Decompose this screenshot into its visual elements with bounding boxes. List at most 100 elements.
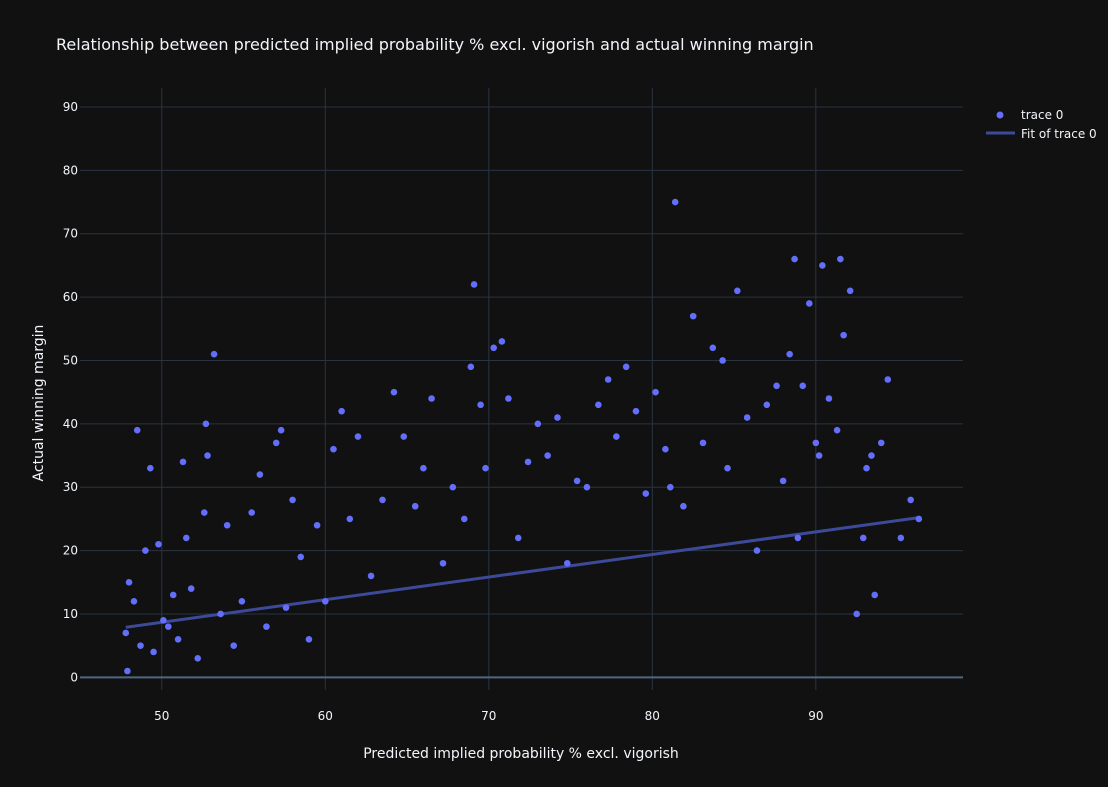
data-point: [248, 509, 255, 516]
data-point: [595, 401, 602, 409]
data-point: [477, 401, 484, 409]
data-point: [853, 610, 861, 618]
data-point: [859, 534, 867, 542]
data-point: [709, 344, 717, 352]
data-point: [613, 433, 620, 440]
data-point: [147, 464, 154, 472]
data-point: [868, 452, 875, 459]
data-point: [165, 623, 172, 630]
data-point: [297, 553, 305, 561]
data-point: [160, 616, 167, 624]
data-point: [174, 636, 182, 643]
data-point: [125, 578, 133, 586]
data-point: [689, 312, 697, 320]
data-point: [498, 338, 506, 345]
y-tick-label-6: 60: [63, 290, 78, 304]
y-axis-title: Actual winning margin: [31, 325, 47, 482]
data-point: [367, 572, 375, 580]
data-point: [662, 445, 669, 453]
data-point: [791, 255, 798, 263]
y-tick-label-8: 80: [63, 163, 78, 177]
legend-item-trace-0[interactable]: trace 0: [996, 108, 1064, 122]
data-point: [719, 357, 726, 364]
data-point: [420, 464, 427, 472]
data-point: [187, 585, 195, 592]
data-point: [142, 547, 149, 554]
y-tick-label-2: 20: [63, 544, 78, 558]
data-point: [632, 407, 640, 415]
legend-label-trace-0: trace 0: [1021, 108, 1063, 122]
data-point: [467, 363, 475, 371]
data-point: [256, 471, 264, 478]
y-tick-label-9: 90: [63, 100, 78, 114]
x-tick-label-4: 90: [808, 709, 823, 723]
data-point: [863, 464, 870, 472]
data-point: [263, 623, 270, 630]
x-tick-label-3: 80: [645, 709, 660, 723]
y-tick-label-7: 70: [63, 227, 78, 241]
data-point: [833, 426, 841, 434]
x-axis-title: Predicted implied probability % excl. vi…: [363, 746, 679, 762]
chart-title: Relationship between predicted implied p…: [56, 35, 814, 54]
data-point: [460, 515, 468, 523]
data-point: [622, 363, 630, 371]
data-point: [194, 655, 202, 662]
data-point: [583, 483, 591, 491]
data-point: [763, 401, 771, 409]
data-point: [753, 547, 761, 554]
data-point: [490, 344, 498, 352]
data-point: [482, 464, 489, 472]
fit-line: [125, 516, 920, 629]
data-point: [124, 667, 131, 675]
data-point: [230, 642, 238, 649]
data-point: [671, 198, 679, 206]
data-point: [122, 629, 130, 637]
x-tick-labels: 50 60 70 80 90: [154, 709, 823, 723]
data-point: [680, 502, 687, 510]
data-point: [282, 604, 290, 611]
data-point: [819, 262, 826, 269]
data-point: [338, 407, 345, 415]
data-point: [514, 534, 522, 542]
data-point: [799, 382, 807, 390]
legend[interactable]: trace 0 Fit of trace 0: [986, 108, 1097, 141]
data-point: [272, 439, 280, 447]
data-point: [573, 477, 581, 485]
x-tick-label-1: 60: [318, 709, 333, 723]
data-point: [321, 597, 329, 605]
fit-line-layer: [125, 516, 920, 629]
data-point: [289, 496, 296, 504]
data-point: [779, 477, 787, 485]
data-point: [734, 287, 741, 295]
data-point: [439, 559, 447, 567]
data-point: [884, 376, 892, 383]
data-point: [379, 496, 386, 504]
data-point: [400, 433, 408, 440]
legend-marker-icon: [996, 111, 1004, 119]
data-point: [182, 534, 190, 542]
y-tick-labels: 0 10 20 30 40 50 60 70 80 90: [63, 100, 78, 684]
data-point: [449, 483, 457, 491]
data-point: [200, 509, 208, 516]
data-point: [524, 458, 532, 466]
y-tick-label-3: 30: [63, 480, 78, 494]
data-point: [815, 452, 823, 459]
data-point: [667, 483, 674, 491]
data-point: [786, 350, 793, 358]
data-point: [390, 388, 398, 396]
data-point: [773, 382, 780, 390]
data-point: [812, 439, 820, 447]
data-point: [313, 521, 321, 529]
data-point: [217, 610, 224, 618]
data-point: [411, 502, 419, 510]
data-point: [179, 458, 187, 466]
x-tick-label-0: 50: [154, 709, 169, 723]
data-point: [846, 287, 854, 295]
legend-item-fit[interactable]: Fit of trace 0: [986, 127, 1097, 141]
data-point: [877, 439, 885, 447]
grid-lines: [80, 88, 963, 690]
data-point: [915, 515, 923, 523]
data-point: [907, 496, 914, 504]
data-point: [470, 281, 478, 288]
